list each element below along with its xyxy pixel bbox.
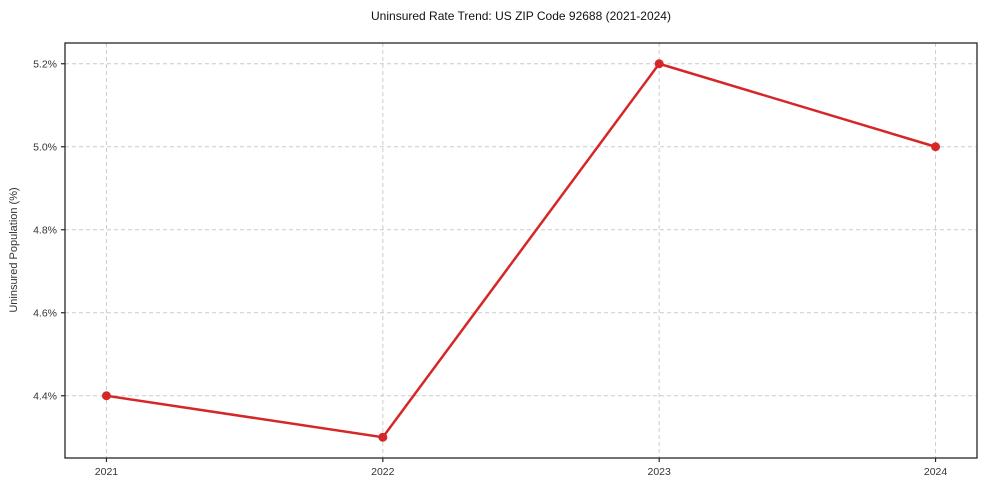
y-tick-label: 5.2% (33, 58, 57, 70)
chart-title: Uninsured Rate Trend: US ZIP Code 92688 … (371, 9, 671, 23)
x-tick-label: 2023 (648, 466, 672, 478)
trend-line (105, 62, 937, 439)
y-tick-label: 5.0% (33, 141, 57, 153)
x-tick-label: 2024 (924, 466, 948, 478)
data-point-2022 (378, 432, 388, 442)
y-tick-label: 4.8% (33, 224, 57, 236)
data-point-2023 (654, 59, 664, 69)
data-point-2024 (931, 142, 941, 152)
y-tick-label: 4.4% (33, 390, 57, 402)
x-tick-label: 2021 (95, 466, 119, 478)
data-point-2021 (101, 391, 111, 401)
plot-border (64, 42, 978, 459)
y-tick-label: 4.6% (33, 307, 57, 319)
x-tick-label: 2022 (371, 466, 395, 478)
